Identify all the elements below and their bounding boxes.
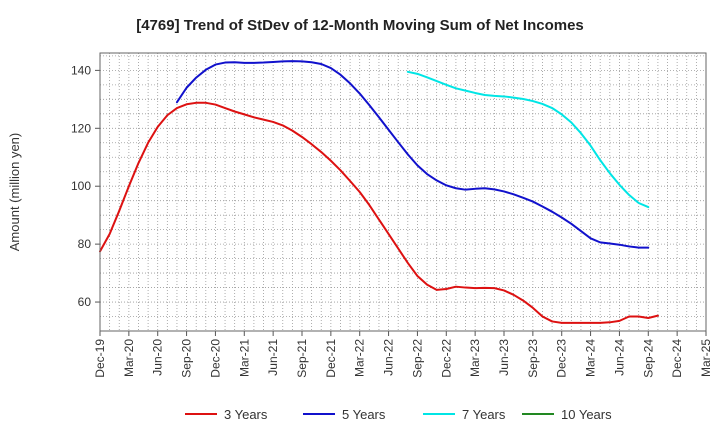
x-tick-label: Mar-23 xyxy=(468,339,482,377)
x-tick-label: Sep-24 xyxy=(641,339,655,378)
y-tick-label: 60 xyxy=(78,295,92,309)
chart-title: [4769] Trend of StDev of 12-Month Moving… xyxy=(136,17,584,34)
x-tick-label: Sep-23 xyxy=(526,339,540,378)
x-tick-label: Jun-20 xyxy=(151,339,165,376)
y-tick-label: 80 xyxy=(78,237,92,251)
x-tick-label: Sep-20 xyxy=(180,339,194,378)
legend-item-2: 5 Years xyxy=(303,407,386,422)
y-tick-label: 100 xyxy=(71,179,91,193)
legend-item-4: 10 Years xyxy=(522,407,612,422)
x-tick-label: Jun-22 xyxy=(382,339,396,376)
x-tick-label: Mar-24 xyxy=(584,339,598,377)
grid xyxy=(99,53,707,332)
legend: 3 Years 5 Years 7 Years 10 Years xyxy=(185,407,612,422)
y-tick-label: 140 xyxy=(71,63,91,77)
plot-border xyxy=(99,52,707,332)
x-tick-label: Sep-21 xyxy=(295,339,309,378)
series-line-1 xyxy=(99,101,659,324)
series-line-3 xyxy=(406,70,650,209)
x-tick-label: Jun-23 xyxy=(497,339,511,376)
plot-frame xyxy=(99,52,707,332)
plot-area xyxy=(100,53,706,331)
series-layer xyxy=(99,60,659,324)
y-axis: 60 80 100 120 140 xyxy=(71,63,100,309)
x-tick-label: Dec-20 xyxy=(208,339,222,378)
legend-item-1: 3 Years xyxy=(185,407,268,422)
x-tick-label: Jun-24 xyxy=(612,339,626,376)
x-tick-label: Jun-21 xyxy=(266,339,280,376)
x-tick-label: Mar-21 xyxy=(237,339,251,377)
series-line-2 xyxy=(175,60,650,249)
y-axis-label: Amount (million yen) xyxy=(7,133,22,252)
x-axis: Dec-19 Mar-20 Jun-20 Sep-20 Dec-20 Mar-21 Jun-… xyxy=(93,331,713,378)
x-tick-label: Mar-25 xyxy=(699,339,713,377)
plot-background xyxy=(100,53,706,331)
x-tick-label: Dec-19 xyxy=(93,339,107,378)
legend-label: 3 Years xyxy=(224,407,268,422)
x-tick-label: Mar-20 xyxy=(122,339,136,377)
x-tick-label: Sep-22 xyxy=(410,339,424,378)
legend-label: 7 Years xyxy=(462,407,506,422)
legend-label: 5 Years xyxy=(342,407,386,422)
y-tick-label: 120 xyxy=(71,121,91,135)
x-tick-label: Dec-23 xyxy=(555,339,569,378)
x-tick-label: Mar-22 xyxy=(353,339,367,377)
x-tick-label: Dec-24 xyxy=(670,339,684,378)
legend-item-3: 7 Years xyxy=(423,407,506,422)
legend-label: 10 Years xyxy=(561,407,612,422)
x-tick-label: Dec-21 xyxy=(324,339,338,378)
x-tick-label: Dec-22 xyxy=(439,339,453,378)
